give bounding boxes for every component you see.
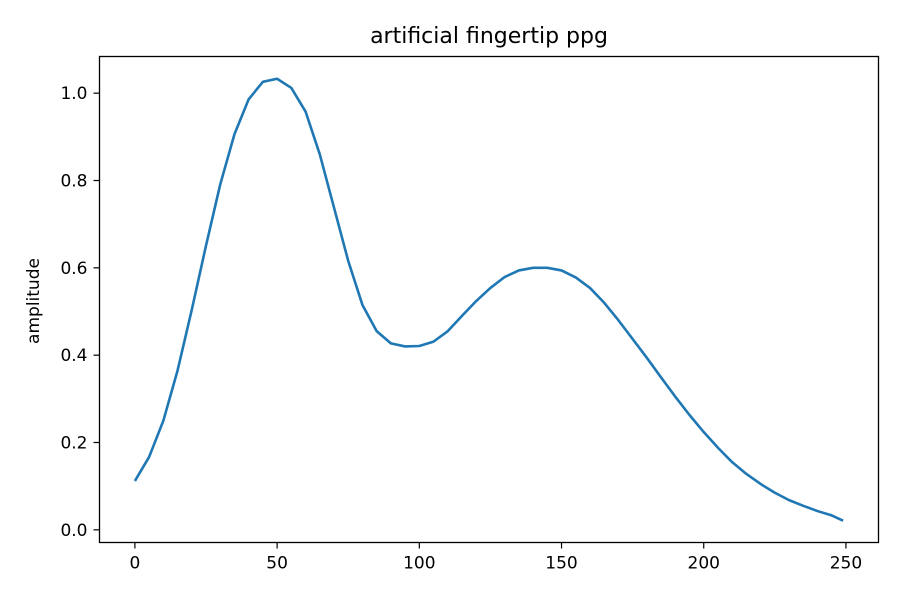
- x-tick-label: 150: [545, 554, 577, 574]
- y-axis-label: amplitude: [24, 258, 44, 344]
- y-tick-label: 0.6: [60, 259, 87, 279]
- y-tick-label: 0.8: [60, 172, 87, 192]
- x-tick-label: 250: [830, 554, 862, 574]
- x-tick-label: 50: [266, 554, 288, 574]
- x-tick-label: 100: [403, 554, 435, 574]
- x-tick-label: 200: [688, 554, 720, 574]
- series-line-0: [133, 77, 844, 522]
- y-tick-label: 0.4: [60, 346, 87, 366]
- y-tick-label: 1.0: [60, 84, 87, 104]
- y-tick-label: 0.2: [60, 434, 87, 454]
- y-tick-label: 0.0: [60, 521, 87, 541]
- x-tick-label: 0: [129, 554, 140, 574]
- plot-frame: [98, 55, 880, 544]
- plot-area: 0 50 100 150 200 250 0.0 0.2 0.4 0.6 0.8 1.0: [60, 77, 862, 574]
- chart-title: artificial fingertip ppg: [370, 24, 608, 49]
